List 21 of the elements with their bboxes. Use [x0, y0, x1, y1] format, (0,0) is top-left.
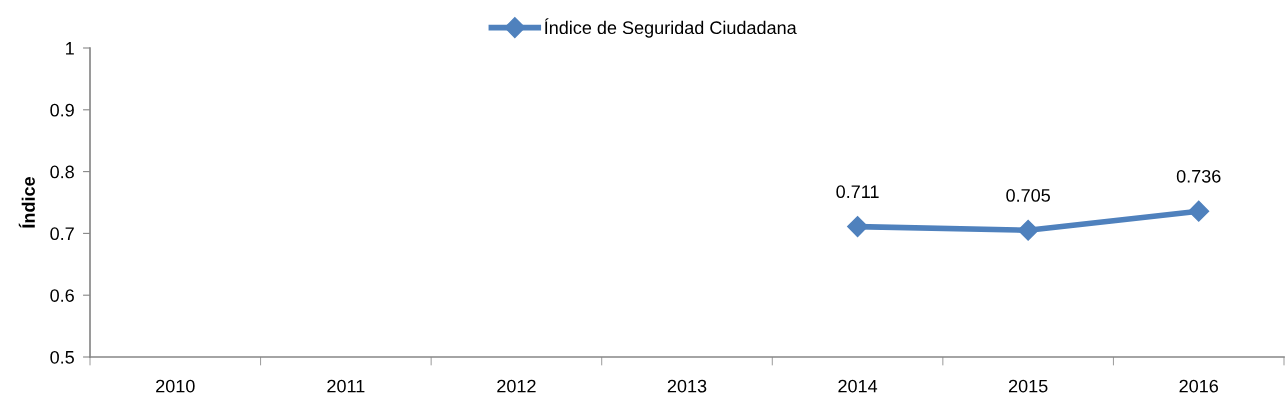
point — [1017, 219, 1039, 241]
x-tick-label: 2013 — [667, 379, 707, 393]
y-tick-label: 0.6 — [50, 289, 74, 302]
y-tick-label: 0.9 — [50, 103, 74, 117]
x-tick-label: 2011 — [327, 379, 365, 393]
data-label: 0.705 — [1006, 189, 1050, 202]
x-tick-label: 2010 — [156, 379, 195, 393]
x-tick-label: 2015 — [1008, 379, 1048, 393]
x-tick-label: 2012 — [497, 379, 536, 393]
y-tick-label: 0.7 — [50, 227, 74, 241]
data-label: 0.736 — [1176, 169, 1221, 183]
y-tick-label: 0.8 — [50, 165, 74, 179]
point — [1188, 200, 1210, 222]
data-label: 0.711 — [836, 185, 879, 199]
point — [847, 216, 869, 238]
x-tick-label: 2016 — [1179, 379, 1219, 393]
x-tick-label: 2014 — [838, 379, 878, 393]
legend-label: Índice de Seguridad Ciudadana — [544, 18, 797, 38]
y-tick-label: 0.5 — [50, 350, 74, 364]
y-tick-label: 1 — [66, 42, 74, 55]
y-axis-title: Índice — [18, 177, 35, 228]
